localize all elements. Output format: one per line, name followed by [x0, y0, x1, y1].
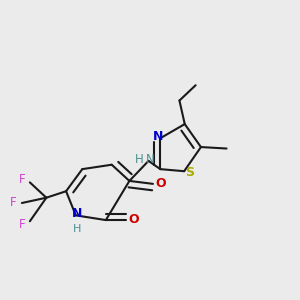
Text: F: F — [19, 173, 26, 186]
Text: F: F — [19, 218, 26, 231]
Text: N: N — [146, 153, 154, 166]
Text: H: H — [73, 224, 82, 234]
Text: H: H — [135, 153, 143, 166]
Text: O: O — [128, 213, 139, 226]
Text: S: S — [185, 166, 194, 179]
Text: F: F — [11, 196, 17, 209]
Text: O: O — [155, 177, 166, 190]
Text: N: N — [72, 207, 83, 220]
Text: N: N — [153, 130, 163, 143]
